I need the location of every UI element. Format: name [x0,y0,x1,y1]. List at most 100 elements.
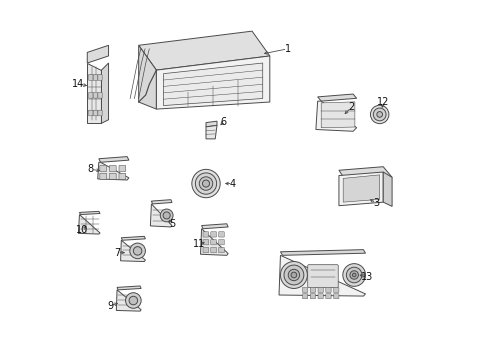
Polygon shape [206,125,217,139]
FancyBboxPatch shape [211,247,217,253]
Circle shape [284,265,304,285]
FancyBboxPatch shape [219,232,224,237]
Circle shape [202,180,210,187]
Polygon shape [279,255,366,296]
Circle shape [133,247,142,255]
Circle shape [125,293,141,308]
Polygon shape [87,63,101,123]
Polygon shape [343,175,380,202]
Text: 10: 10 [76,225,88,235]
Circle shape [346,267,362,283]
FancyBboxPatch shape [211,232,217,237]
FancyBboxPatch shape [109,173,116,179]
FancyBboxPatch shape [310,294,316,299]
FancyBboxPatch shape [100,173,107,179]
FancyBboxPatch shape [89,110,93,116]
Polygon shape [151,200,172,204]
Circle shape [377,112,383,117]
Circle shape [130,243,146,259]
Polygon shape [79,211,100,215]
FancyBboxPatch shape [93,110,98,116]
Circle shape [280,261,307,288]
Circle shape [192,169,220,198]
Polygon shape [99,157,129,162]
Polygon shape [280,249,366,255]
FancyBboxPatch shape [326,294,331,299]
Text: 12: 12 [377,97,390,107]
Polygon shape [339,172,383,206]
FancyBboxPatch shape [203,247,209,253]
Polygon shape [117,286,141,290]
Text: 13: 13 [361,273,373,283]
FancyBboxPatch shape [334,287,339,292]
Circle shape [350,271,358,279]
Circle shape [370,105,389,123]
FancyBboxPatch shape [310,287,316,292]
Circle shape [288,269,299,281]
FancyBboxPatch shape [98,110,102,116]
FancyBboxPatch shape [98,75,102,80]
Polygon shape [98,162,129,180]
Text: 8: 8 [88,165,94,174]
FancyBboxPatch shape [93,75,98,80]
FancyBboxPatch shape [100,166,107,171]
Polygon shape [201,224,228,229]
Text: 4: 4 [229,179,236,189]
Polygon shape [200,229,228,255]
FancyBboxPatch shape [308,265,338,287]
Circle shape [163,212,170,219]
FancyBboxPatch shape [219,239,224,245]
Polygon shape [316,101,357,131]
Polygon shape [206,121,217,127]
Text: 11: 11 [193,239,205,249]
FancyBboxPatch shape [93,93,98,98]
Circle shape [343,264,366,286]
Polygon shape [383,172,392,206]
Text: 9: 9 [107,301,113,311]
Polygon shape [87,45,109,63]
FancyBboxPatch shape [334,294,339,299]
FancyBboxPatch shape [89,75,93,80]
FancyBboxPatch shape [203,232,209,237]
Polygon shape [164,63,263,105]
FancyBboxPatch shape [109,166,116,171]
Text: 7: 7 [114,248,121,258]
Text: 1: 1 [285,44,291,54]
Circle shape [196,173,217,194]
Text: 3: 3 [373,198,379,208]
Circle shape [129,296,138,305]
Polygon shape [318,94,357,101]
Circle shape [160,209,173,222]
FancyBboxPatch shape [211,239,217,245]
FancyBboxPatch shape [219,247,224,253]
Polygon shape [101,63,109,123]
FancyBboxPatch shape [302,294,308,299]
FancyBboxPatch shape [119,173,126,179]
Polygon shape [116,290,141,311]
Text: 6: 6 [220,117,227,126]
Text: 2: 2 [348,102,354,112]
Text: 5: 5 [169,219,175,229]
Polygon shape [78,215,100,234]
Polygon shape [321,102,355,128]
Polygon shape [156,56,270,109]
Polygon shape [139,31,270,70]
FancyBboxPatch shape [326,287,331,292]
Circle shape [199,177,213,190]
Polygon shape [139,45,156,109]
FancyBboxPatch shape [318,294,323,299]
Polygon shape [339,167,392,181]
FancyBboxPatch shape [119,166,126,171]
Circle shape [352,273,356,277]
FancyBboxPatch shape [98,93,102,98]
FancyBboxPatch shape [318,287,323,292]
Circle shape [291,272,297,278]
Circle shape [373,108,386,121]
Text: 14: 14 [73,79,85,89]
Polygon shape [121,240,146,261]
FancyBboxPatch shape [203,239,209,245]
Polygon shape [150,204,172,227]
FancyBboxPatch shape [302,287,308,292]
Polygon shape [122,237,146,240]
FancyBboxPatch shape [89,93,93,98]
